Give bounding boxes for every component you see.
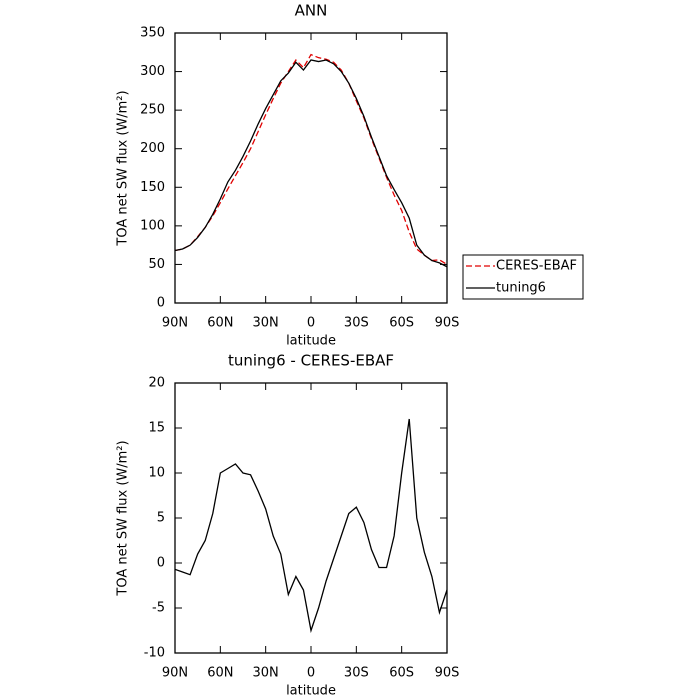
y-tick-label: 0 bbox=[157, 296, 165, 311]
x-tick-label: 60N bbox=[207, 666, 233, 681]
legend-label: CERES-EBAF bbox=[496, 259, 577, 274]
y-tick-label: 10 bbox=[148, 466, 165, 481]
y-axis-label: TOA net SW flux (W/m²) bbox=[116, 90, 131, 246]
y-tick-label: 100 bbox=[140, 218, 165, 233]
data-line bbox=[175, 53, 447, 265]
x-tick-label: 30N bbox=[253, 316, 279, 331]
y-tick-label: 5 bbox=[157, 511, 165, 526]
x-tick-label: 30S bbox=[344, 316, 369, 331]
x-axis-label: latitude bbox=[286, 334, 336, 349]
y-tick-label: 50 bbox=[148, 257, 165, 272]
x-tick-label: 0 bbox=[307, 666, 315, 681]
x-tick-label: 30N bbox=[253, 666, 279, 681]
y-tick-label: 300 bbox=[140, 64, 165, 79]
y-tick-label: 0 bbox=[157, 556, 165, 571]
y-tick-label: 15 bbox=[148, 421, 165, 436]
y-tick-label: 150 bbox=[140, 180, 165, 195]
y-axis-label: TOA net SW flux (W/m²) bbox=[116, 440, 131, 596]
x-tick-label: 30S bbox=[344, 666, 369, 681]
y-tick-label: 20 bbox=[148, 376, 165, 391]
chart-title: ANN bbox=[295, 2, 328, 20]
x-tick-label: 60N bbox=[207, 316, 233, 331]
data-line bbox=[175, 59, 447, 268]
plot-frame bbox=[174, 32, 448, 304]
x-tick-label: 90S bbox=[435, 666, 460, 681]
y-tick-label: -10 bbox=[144, 646, 165, 661]
chart-title: tuning6 - CERES-EBAF bbox=[228, 352, 394, 370]
legend-box bbox=[462, 254, 584, 300]
x-tick-label: 60S bbox=[389, 666, 414, 681]
data-line bbox=[175, 418, 447, 634]
x-tick-label: 90N bbox=[162, 666, 188, 681]
x-tick-label: 90N bbox=[162, 316, 188, 331]
y-tick-label: 200 bbox=[140, 141, 165, 156]
y-tick-label: 250 bbox=[140, 103, 165, 118]
legend-label: tuning6 bbox=[496, 281, 546, 296]
x-tick-label: 90S bbox=[435, 316, 460, 331]
plot-frame bbox=[174, 382, 448, 654]
y-tick-label: -5 bbox=[152, 601, 165, 616]
x-tick-label: 0 bbox=[307, 316, 315, 331]
x-axis-label: latitude bbox=[286, 684, 336, 699]
y-tick-label: 350 bbox=[140, 26, 165, 41]
x-tick-label: 60S bbox=[389, 316, 414, 331]
